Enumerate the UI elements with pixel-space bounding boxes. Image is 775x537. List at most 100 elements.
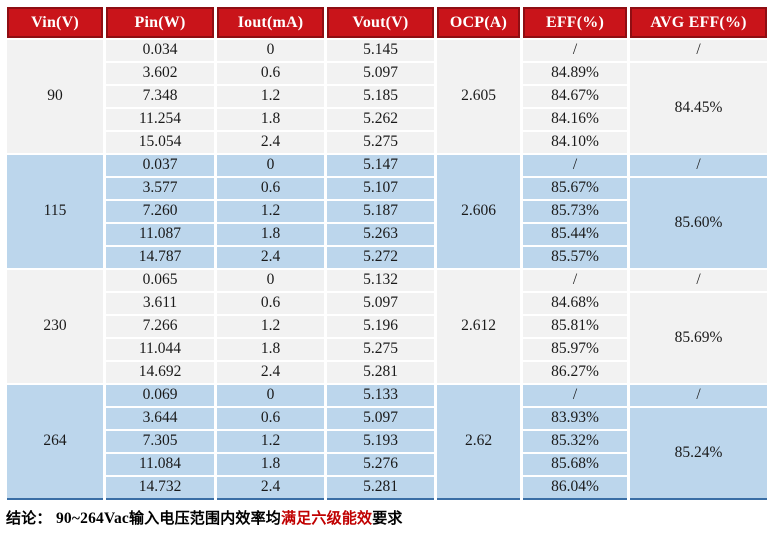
cell-vin: 115 bbox=[7, 155, 103, 268]
cell-iout: 0 bbox=[217, 385, 324, 406]
cell-eff: 84.16% bbox=[523, 109, 627, 130]
cell-iout: 0.6 bbox=[217, 293, 324, 314]
cell-vout: 5.275 bbox=[327, 132, 434, 153]
table-row: 3.602 0.6 5.097 84.89% 84.45% bbox=[7, 63, 767, 153]
table-row: 14.732 2.4 5.281 86.04% bbox=[7, 477, 767, 500]
cell-eff: / bbox=[523, 155, 627, 176]
cell-iout: 2.4 bbox=[217, 362, 324, 383]
cell-pin: 7.266 bbox=[106, 316, 214, 337]
cell-vout: 5.187 bbox=[327, 201, 434, 222]
cell-vout: 5.281 bbox=[327, 477, 434, 500]
conclusion-label: 结论： bbox=[6, 510, 52, 527]
cell-eff: / bbox=[523, 385, 627, 406]
cell-iout: 2.4 bbox=[217, 477, 324, 500]
conclusion-text-black: 输入电压范围内效率均 bbox=[129, 510, 282, 527]
cell-pin: 7.260 bbox=[106, 201, 214, 222]
cell-pin: 7.305 bbox=[106, 431, 214, 452]
table-row: 3.577 0.6 5.107 85.67% 85.60% bbox=[7, 178, 767, 268]
table-row: 90 0.034 0 5.145 2.605 / / bbox=[7, 40, 767, 153]
cell-pin: 0.065 bbox=[106, 270, 214, 291]
cell-iout: 1.8 bbox=[217, 109, 324, 130]
cell-eff: / bbox=[523, 40, 627, 61]
cell-iout: 0.6 bbox=[217, 408, 324, 429]
table-row: 3.644 0.6 5.097 83.93% 85.24% bbox=[7, 408, 767, 500]
cell-avg-eff: 85.60% bbox=[630, 178, 767, 268]
cell-eff: 84.68% bbox=[523, 293, 627, 314]
cell-eff: 85.44% bbox=[523, 224, 627, 245]
table-row: 115 0.037 0 5.147 2.606 / / bbox=[7, 155, 767, 268]
cell-eff: 86.27% bbox=[523, 362, 627, 383]
cell-avg-slash: / bbox=[630, 270, 767, 291]
cell-eff: 84.10% bbox=[523, 132, 627, 153]
cell-ocp: 2.62 bbox=[437, 385, 520, 500]
cell-eff: 85.32% bbox=[523, 431, 627, 452]
cell-pin: 14.692 bbox=[106, 362, 214, 383]
cell-pin: 3.602 bbox=[106, 63, 214, 84]
cell-pin: 11.254 bbox=[106, 109, 214, 130]
cell-pin: 0.034 bbox=[106, 40, 214, 61]
cell-eff: 85.81% bbox=[523, 316, 627, 337]
cell-avg-slash: / bbox=[630, 155, 767, 176]
conclusion-text-red: 满足六级能效 bbox=[281, 510, 373, 527]
cell-vout: 5.097 bbox=[327, 408, 434, 429]
cell-avg-eff: 85.69% bbox=[630, 293, 767, 383]
table-row: 14.692 2.4 5.281 86.27% bbox=[7, 362, 767, 383]
cell-vout: 5.107 bbox=[327, 178, 434, 199]
cell-vin: 264 bbox=[7, 385, 103, 500]
cell-iout: 1.2 bbox=[217, 86, 324, 107]
cell-eff: 84.89% bbox=[523, 63, 627, 84]
table-row: 11.084 1.8 5.276 85.68% bbox=[7, 454, 767, 475]
table-row: 7.348 1.2 5.185 84.67% bbox=[7, 86, 767, 107]
cell-avg-eff: 85.24% bbox=[630, 408, 767, 500]
table-row: 11.044 1.8 5.275 85.97% bbox=[7, 339, 767, 360]
cell-vout: 5.193 bbox=[327, 431, 434, 452]
cell-iout: 1.2 bbox=[217, 431, 324, 452]
table-row: 11.254 1.8 5.262 84.16% bbox=[7, 109, 767, 130]
cell-pin: 11.084 bbox=[106, 454, 214, 475]
cell-vout: 5.275 bbox=[327, 339, 434, 360]
cell-iout: 1.8 bbox=[217, 339, 324, 360]
cell-iout: 0.6 bbox=[217, 63, 324, 84]
cell-vout: 5.262 bbox=[327, 109, 434, 130]
table-row: 15.054 2.4 5.275 84.10% bbox=[7, 132, 767, 153]
efficiency-table: Vin(V) Pin(W) Iout(mA) Vout(V) OCP(A) EF… bbox=[4, 5, 770, 502]
cell-avg-eff: 84.45% bbox=[630, 63, 767, 153]
cell-pin: 3.577 bbox=[106, 178, 214, 199]
cell-eff: 86.04% bbox=[523, 477, 627, 500]
cell-vout: 5.276 bbox=[327, 454, 434, 475]
cell-eff: 85.73% bbox=[523, 201, 627, 222]
cell-ocp: 2.612 bbox=[437, 270, 520, 383]
conclusion-text-suffix: 要求 bbox=[372, 510, 403, 527]
cell-vout: 5.147 bbox=[327, 155, 434, 176]
header-eff: EFF(%) bbox=[523, 7, 627, 38]
cell-iout: 0 bbox=[217, 155, 324, 176]
cell-vout: 5.263 bbox=[327, 224, 434, 245]
conclusion-voltage-range: 90~264Vac bbox=[55, 510, 129, 527]
cell-vout: 5.097 bbox=[327, 293, 434, 314]
cell-eff: 83.93% bbox=[523, 408, 627, 429]
cell-vout: 5.097 bbox=[327, 63, 434, 84]
cell-iout: 1.2 bbox=[217, 316, 324, 337]
table-row: 7.305 1.2 5.193 85.32% bbox=[7, 431, 767, 452]
cell-eff: 85.57% bbox=[523, 247, 627, 268]
cell-iout: 1.2 bbox=[217, 201, 324, 222]
table-row: 7.260 1.2 5.187 85.73% bbox=[7, 201, 767, 222]
header-vout: Vout(V) bbox=[327, 7, 434, 38]
cell-eff: 84.67% bbox=[523, 86, 627, 107]
cell-iout: 0.6 bbox=[217, 178, 324, 199]
cell-iout: 2.4 bbox=[217, 247, 324, 268]
cell-eff: / bbox=[523, 270, 627, 291]
cell-iout: 0 bbox=[217, 270, 324, 291]
cell-eff: 85.68% bbox=[523, 454, 627, 475]
cell-eff: 85.97% bbox=[523, 339, 627, 360]
cell-vout: 5.133 bbox=[327, 385, 434, 406]
cell-iout: 1.8 bbox=[217, 454, 324, 475]
cell-pin: 11.087 bbox=[106, 224, 214, 245]
cell-pin: 7.348 bbox=[106, 86, 214, 107]
cell-pin: 15.054 bbox=[106, 132, 214, 153]
cell-avg-slash: / bbox=[630, 40, 767, 61]
header-vin: Vin(V) bbox=[7, 7, 103, 38]
cell-iout: 1.8 bbox=[217, 224, 324, 245]
header-iout: Iout(mA) bbox=[217, 7, 324, 38]
